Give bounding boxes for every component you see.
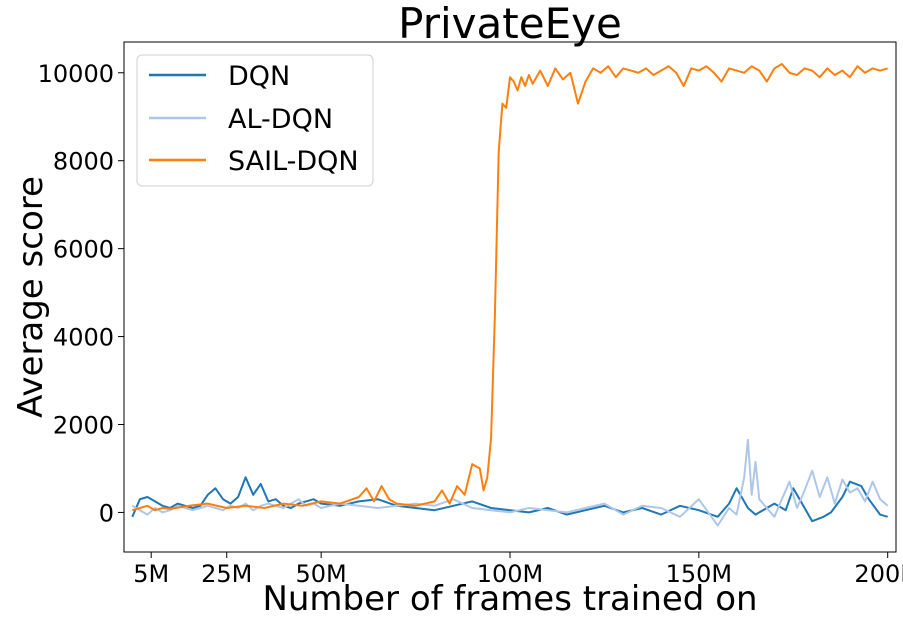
- y-tick-label: 8000: [53, 148, 114, 176]
- x-tick-label: 50M: [296, 560, 347, 588]
- legend-box: [136, 54, 374, 187]
- series-line-dqn: [131, 476, 888, 523]
- x-axis: 5M 25M 50M 100M 150M 200M: [133, 552, 903, 588]
- legend: DQN AL-DQN SAIL-DQN: [136, 54, 374, 187]
- legend-label-sail-dqn: SAIL-DQN: [228, 146, 359, 177]
- y-tick-label: 0: [99, 499, 114, 527]
- x-tick-label: 200M: [854, 560, 903, 588]
- x-tick-label: 5M: [133, 560, 169, 588]
- series-line-sail-dqn: [132, 63, 888, 512]
- y-axis: 0 2000 4000 6000 8000 10000: [38, 60, 124, 527]
- legend-label-dqn: DQN: [228, 61, 290, 92]
- y-tick-label: 10000: [38, 60, 114, 88]
- x-axis-label: Number of frames trained on: [262, 579, 757, 619]
- y-tick-label: 2000: [53, 412, 114, 440]
- legend-label-al-dqn: AL-DQN: [228, 104, 333, 135]
- x-tick-label: 25M: [201, 560, 252, 588]
- x-tick-label: 150M: [666, 560, 733, 588]
- series-line-al-dqn: [131, 438, 889, 527]
- chart-title: PrivateEye: [398, 0, 622, 48]
- series-lines: [131, 63, 889, 527]
- y-tick-label: 6000: [53, 236, 114, 264]
- y-tick-label: 4000: [53, 324, 114, 352]
- y-axis-label: Average score: [11, 176, 51, 418]
- x-tick-label: 100M: [477, 560, 544, 588]
